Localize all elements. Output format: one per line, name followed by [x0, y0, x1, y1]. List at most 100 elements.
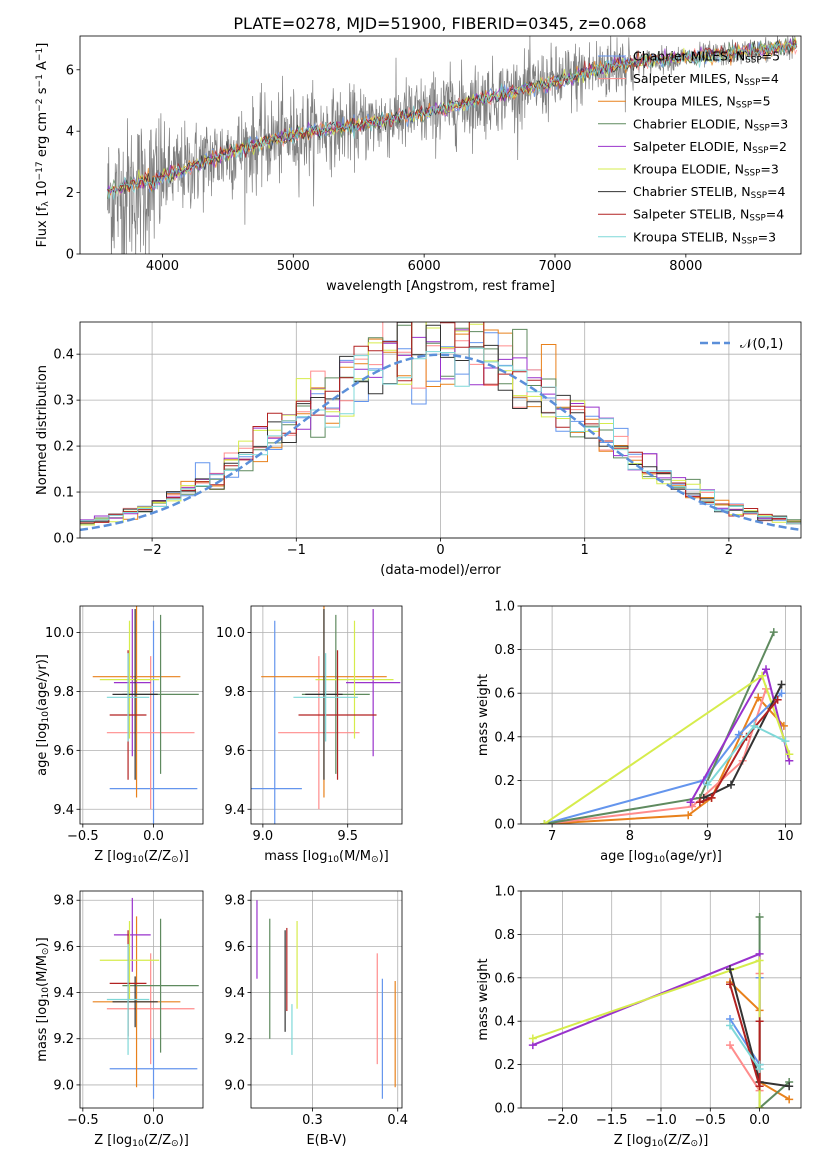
x-tick-label: 0.0	[143, 829, 164, 844]
weight-line-8	[699, 699, 779, 804]
x-axis-label: (data-model)/error	[380, 563, 501, 578]
y-tick-label: 9.2	[53, 1032, 74, 1047]
y-tick-label: 9.8	[53, 685, 74, 700]
y-tick-label: 9.8	[224, 685, 245, 700]
legend-label-normal: 𝒩(0,1)	[740, 337, 783, 352]
legend-label-5: Salpeter ELODIE, NSSP=2	[633, 139, 787, 156]
y-tick-label: 9.8	[53, 894, 74, 909]
weight-marker	[755, 956, 764, 965]
y-tick-label: 6	[66, 63, 74, 78]
axes-frame	[250, 890, 403, 1109]
axes-frame	[79, 35, 802, 255]
weight-marker	[695, 798, 704, 807]
legend-label-7: Chabrier STELIB, NSSP=4	[633, 184, 786, 201]
weight-marker	[755, 1060, 764, 1069]
y-tick-label: 0.4	[494, 1015, 515, 1030]
x-axis-label: mass [log10(M/M⊙)]	[264, 849, 388, 865]
weight-marker	[773, 695, 782, 704]
legend-label-9: Kroupa STELIB, NSSP=3	[633, 229, 776, 246]
y-tick-label: 0.6	[494, 971, 515, 986]
observed-spectrum	[107, 36, 798, 254]
plot-area-mass-vs-ebv	[256, 900, 396, 1099]
x-tick-label: 6000	[408, 259, 441, 274]
y-tick-label: 9.4	[53, 803, 74, 818]
weight-marker	[707, 793, 716, 802]
y-tick-label: 9.0	[53, 1078, 74, 1093]
weight-marker	[734, 730, 743, 739]
weight-marker	[726, 1021, 735, 1030]
y-tick-label: 0.2	[53, 440, 74, 455]
x-tick-label: 10	[777, 829, 794, 844]
plot-area-weight-vs-age	[540, 628, 794, 824]
y-tick-label: 9.6	[53, 940, 74, 955]
normal-curve	[80, 353, 801, 532]
weight-marker	[755, 1017, 764, 1026]
y-tick-label: 9.2	[224, 1032, 245, 1047]
errorbar-point-8	[298, 650, 377, 780]
weight-line-4	[758, 917, 790, 1108]
weight-marker	[777, 680, 786, 689]
legend-label-2: Salpeter MILES, NSSP=4	[633, 71, 779, 88]
x-tick-label: 0.4	[387, 1113, 408, 1128]
weight-line-1	[544, 695, 785, 824]
errorbar-point-9	[106, 653, 150, 742]
weight-line-4	[544, 631, 775, 824]
panel-weight-vs-z: −2.0 −1.5 −1.0 −0.5 0.0 0.0 0.2 0.4 0.6 0.8 1.0 Z […	[476, 885, 802, 1149]
y-tick-label: 2	[66, 186, 74, 201]
weight-marker	[755, 913, 764, 922]
weight-marker	[777, 689, 786, 698]
x-tick-label: 9.5	[337, 829, 358, 844]
panel-age-vs-z: −0.5 0.0 9.4 9.6 9.8 10.0 Z [log10(Z/Z⊙)] age […	[35, 605, 204, 865]
errorbar-point-4	[122, 918, 199, 1053]
weight-line-6	[532, 958, 761, 1108]
weight-marker	[726, 965, 735, 974]
legend-label-1: Chabrier MILES, NSSP=5	[633, 49, 780, 66]
x-tick-label: −1.5	[596, 1113, 628, 1128]
errorbar-point-6	[99, 921, 160, 1000]
legend-residuals: 𝒩(0,1)	[700, 337, 783, 352]
weight-marker	[703, 780, 712, 789]
axes-frame	[79, 890, 204, 1109]
x-tick-label: 9.0	[253, 829, 274, 844]
errorbar-point-1	[109, 1038, 198, 1099]
x-tick-label: 0.3	[302, 1113, 323, 1128]
weight-marker	[684, 811, 693, 820]
weight-marker	[785, 1095, 794, 1104]
x-tick-label: −1	[287, 543, 306, 558]
weight-marker	[754, 693, 763, 702]
errorbar-point-9	[106, 944, 150, 1055]
x-tick-label: −1.0	[645, 1113, 677, 1128]
x-tick-label: 7	[548, 829, 556, 844]
x-tick-label: −0.5	[67, 1113, 99, 1128]
histogram-step-8	[80, 322, 801, 525]
y-tick-label: 0.8	[494, 928, 515, 943]
plot-area-mass-vs-z	[92, 897, 199, 1099]
weight-marker	[758, 671, 767, 680]
model-spectrum-2	[107, 42, 798, 196]
panel-weight-vs-age: 7 8 9 10 0.0 0.2 0.4 0.6 0.8 1.0 age [log10(age/yr…	[476, 600, 802, 865]
y-tick-label: 0.2	[494, 1058, 515, 1073]
errorbar-point-2	[106, 656, 195, 810]
weight-marker	[727, 780, 735, 789]
x-tick-label: 9	[704, 829, 712, 844]
weight-marker	[769, 628, 778, 637]
x-tick-label: 0.0	[749, 1113, 770, 1128]
x-tick-label: 0	[436, 543, 444, 558]
plot-area-residuals	[80, 322, 801, 532]
x-tick-label: 2	[725, 543, 733, 558]
model-spectrum-8	[107, 39, 798, 193]
weight-marker	[528, 1034, 537, 1043]
y-tick-label: 0	[66, 248, 74, 263]
weight-line-3	[544, 692, 783, 824]
x-tick-label: 1	[581, 543, 589, 558]
panel-mass-vs-ebv: 0.3 0.4 9.0 9.2 9.4 9.6 9.8 E(B-V)	[224, 890, 408, 1148]
panel-age-vs-mass: 9.0 9.5 9.4 9.6 9.8 10.0 mass [log10(M/M⊙)]	[216, 605, 403, 865]
y-tick-label: 9.8	[224, 894, 245, 909]
weight-line-6	[543, 674, 791, 824]
weight-marker	[686, 798, 695, 807]
weight-marker	[726, 980, 735, 989]
errorbar-point-7	[112, 608, 158, 780]
errorbar-point-7	[112, 976, 158, 1028]
weight-line-2	[544, 688, 767, 824]
legend-label-6: Kroupa ELODIE, NSSP=3	[633, 162, 779, 179]
